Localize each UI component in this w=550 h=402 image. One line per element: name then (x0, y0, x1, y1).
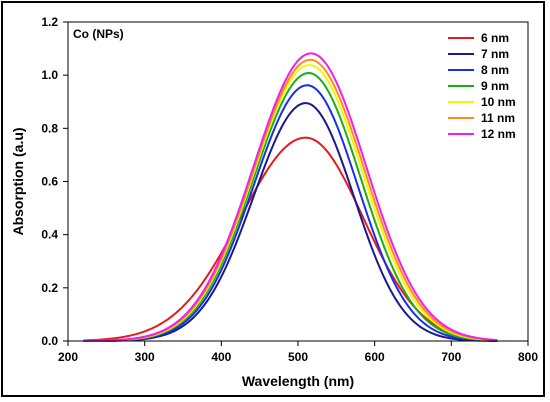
panel-annotation: Co (NPs) (73, 27, 124, 41)
y-tick-label: 0.8 (41, 121, 58, 135)
legend-label: 8 nm (481, 63, 509, 77)
y-tick-label: 0.4 (41, 228, 58, 242)
series-line-10-nm (83, 64, 498, 342)
series-line-11-nm (83, 58, 498, 342)
tick-layer: 200 300 400 500 600 700 800 0.0 0.2 0.4 0.6 0.8 1.0 1… (41, 15, 538, 364)
x-tick-label: 500 (288, 350, 308, 364)
y-tick-label: 1.0 (41, 68, 58, 82)
legend-label: 7 nm (481, 47, 509, 61)
series-line-8-nm (83, 84, 498, 342)
curves-layer (83, 52, 498, 342)
x-tick-label: 600 (365, 350, 385, 364)
series-line-7-nm (83, 102, 498, 342)
x-tick-label: 800 (518, 350, 538, 364)
y-tick-label: 1.2 (41, 15, 58, 29)
series-line-6-nm (83, 136, 498, 342)
x-tick-label: 400 (211, 350, 231, 364)
legend-label: 11 nm (481, 111, 515, 125)
x-tick-label: 300 (135, 350, 155, 364)
y-tick-label: 0.2 (41, 281, 58, 295)
y-axis-title: Absorption (a.u) (10, 127, 26, 235)
legend-label: 12 nm (481, 127, 516, 141)
series-line-12-nm (83, 52, 498, 342)
y-tick-label: 0.6 (41, 175, 58, 189)
x-tick-label: 700 (441, 350, 461, 364)
x-axis-title: Wavelength (nm) (242, 373, 354, 389)
legend-label: 10 nm (481, 95, 516, 109)
y-tick-label: 0.0 (41, 334, 58, 348)
legend-label: 9 nm (481, 79, 509, 93)
legend-label: 6 nm (481, 31, 509, 45)
legend: 6 nm 7 nm 8 nm 9 nm 10 nm 11 nm 12 nm (448, 31, 516, 141)
x-tick-label: 200 (58, 350, 78, 364)
